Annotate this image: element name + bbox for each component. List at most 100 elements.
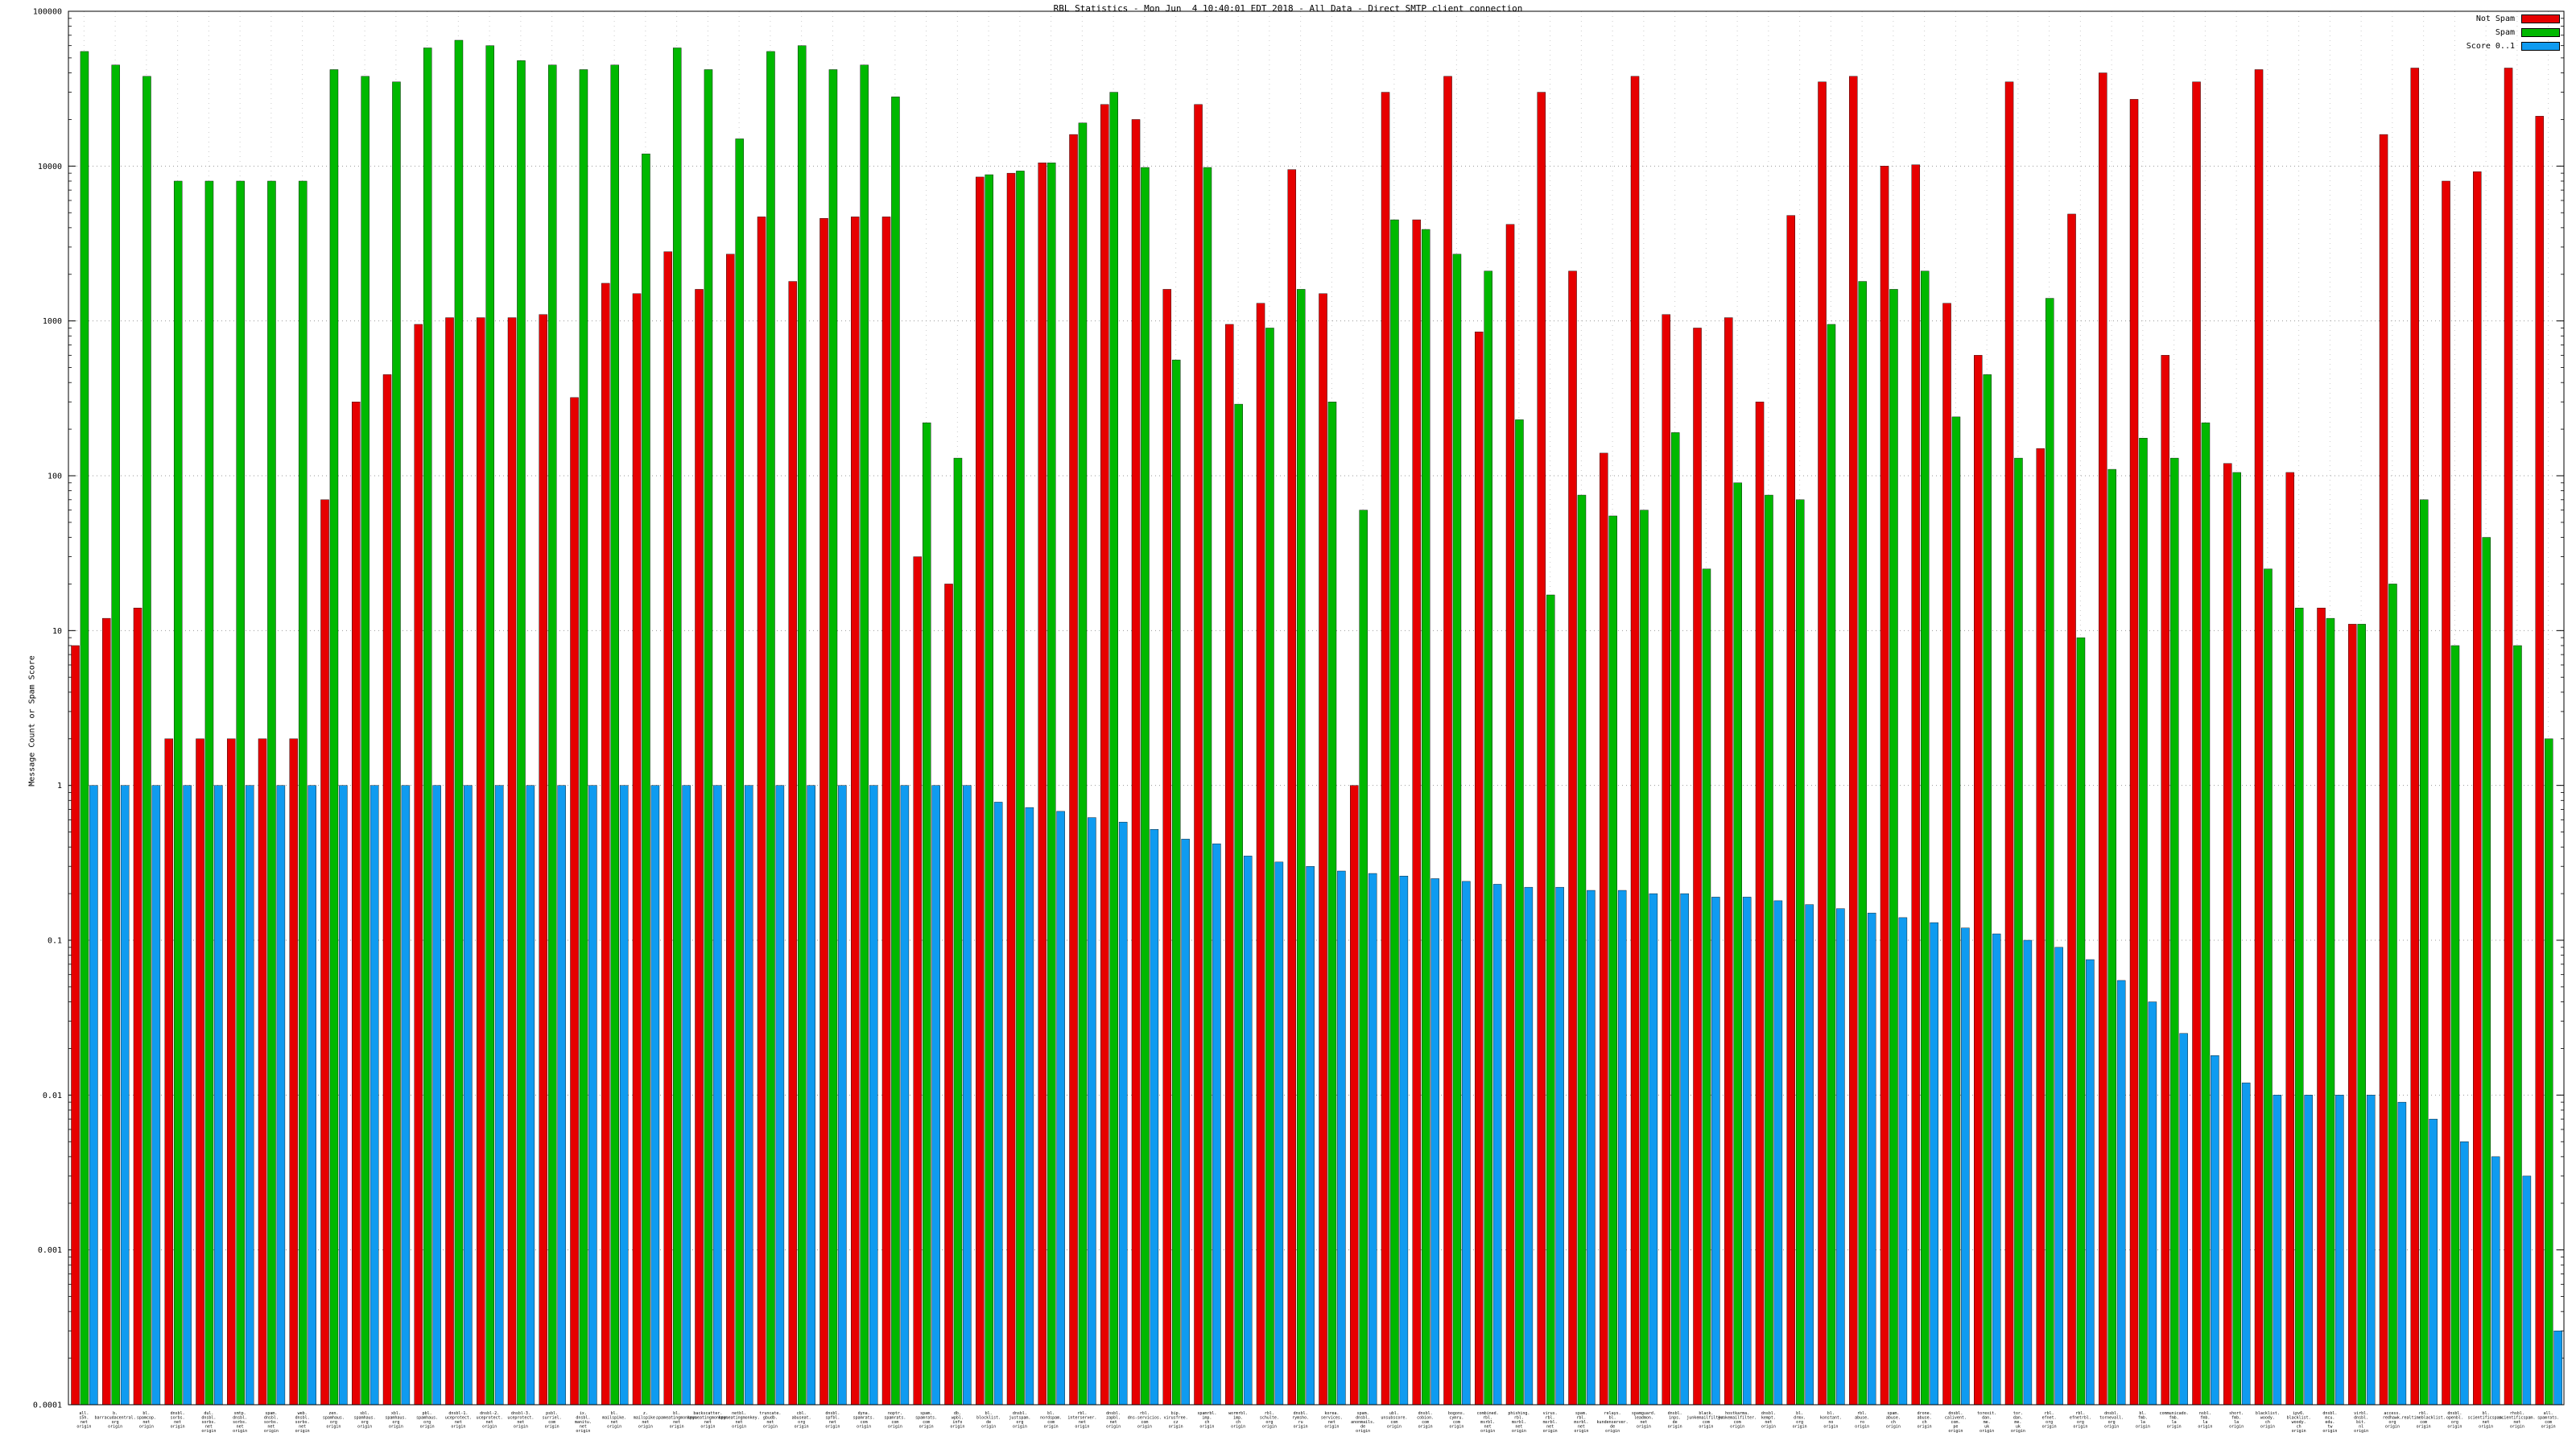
bar-score [1118, 821, 1128, 1406]
x-tick-label-line: backscatter. [693, 1411, 722, 1416]
bar-spam [2014, 457, 2023, 1406]
plot-border [68, 10, 2565, 1406]
x-tick-label-line: org [798, 1420, 805, 1425]
bar-spam [1327, 402, 1337, 1406]
x-tick-label-line: origin [2260, 1425, 2275, 1430]
x-tick-label-line: inps. [1669, 1416, 1681, 1421]
x-tick-label-line: cobion. [1417, 1416, 1434, 1421]
bar-not-spam [1974, 355, 1983, 1406]
x-tick-label: spam. dnsbl. anonmails. de origin [1351, 1411, 1375, 1434]
x-tick-label-line: uceprotect. [507, 1416, 534, 1421]
y-tick-label: 0.001 [38, 1246, 62, 1255]
x-tick-label: wormrbl. imp. ch origin [1228, 1411, 1248, 1430]
bar-spam [1920, 270, 1930, 1406]
x-tick-label-line: surriel. [543, 1416, 562, 1421]
bar-not-spam [1662, 314, 1671, 1406]
bar-not-spam [2129, 99, 2139, 1406]
bar-score [339, 785, 348, 1406]
x-tick-label: bl. scientificspam. net origin [2468, 1411, 2504, 1430]
bar-spam [547, 64, 557, 1406]
x-tick-label-line: web. [298, 1411, 308, 1416]
x-tick-label: blacklist. woody. ch origin [2256, 1411, 2280, 1430]
bar-score [276, 785, 286, 1406]
x-tick-label: bogons. cymru. com origin [1448, 1411, 1465, 1430]
x-tick-label-line: rbl. [1265, 1411, 1274, 1416]
x-tick-label-line: net [205, 1425, 213, 1430]
x-tick-label-line: net [829, 1420, 836, 1425]
bar-not-spam [1131, 119, 1141, 1406]
x-tick-label-line: origin [1574, 1429, 1588, 1434]
bar-score [494, 785, 504, 1406]
x-tick-label-line: drone. [1918, 1411, 1932, 1416]
x-tick-label-line: origin [295, 1429, 310, 1434]
bar-not-spam [1724, 317, 1733, 1406]
bar-score [2273, 1095, 2282, 1406]
x-tick-label: spamguard. leadmon. net origin [1632, 1411, 1656, 1430]
x-tick-label-line: virus. [1543, 1411, 1558, 1416]
bar-spam [2232, 472, 2241, 1406]
x-tick-label-line: rbl. [1140, 1411, 1150, 1416]
bar-not-spam [1568, 270, 1577, 1406]
bar-score [588, 785, 597, 1406]
x-tick-label: spamrbl. imp. ch origin [1197, 1411, 1216, 1430]
x-tick-label-line: de [1610, 1425, 1615, 1430]
x-tick-label-line: spamhaus. [416, 1416, 438, 1421]
x-tick-label: black. junkemailfilter. com origin [1686, 1411, 1725, 1430]
bar-spam [1203, 167, 1212, 1406]
x-tick-label-line: ro [1860, 1420, 1864, 1425]
x-tick-label-line: de [1673, 1420, 1678, 1425]
bar-score [1805, 904, 1814, 1406]
x-tick-label-line: spamrbl. [1197, 1411, 1216, 1416]
x-tick-label: dnsbl. openbl. org origin [2446, 1411, 2463, 1430]
x-tick-label-line: zen. [328, 1411, 338, 1416]
bar-not-spam [71, 645, 80, 1406]
x-tick-label-line: org [392, 1420, 399, 1425]
bar-not-spam [1100, 104, 1109, 1406]
x-tick-label-line: nordspam. [1040, 1416, 1062, 1421]
x-tick-label-line: net [611, 1420, 618, 1425]
x-tick-label: phishing. rbl. msrbl. net origin [1508, 1411, 1530, 1434]
y-tick-label: 0.01 [43, 1092, 62, 1100]
x-tick-label-line: dnsbl. [1668, 1411, 1682, 1416]
x-tick-label-line: phishing. [1508, 1411, 1530, 1416]
bar-spam [1234, 403, 1243, 1406]
x-tick-label-line: relays. [1604, 1411, 1621, 1416]
x-tick-label-line: sorbs. [171, 1416, 185, 1421]
x-tick-label-line: info [952, 1420, 962, 1425]
x-tick-label-line: hostkarma. [1725, 1411, 1749, 1416]
bar-not-spam [2535, 116, 2545, 1406]
legend-label-score: Score 0..1 [2466, 42, 2515, 51]
bar-spam [1359, 510, 1368, 1406]
x-tick-label-line: mcu. [2325, 1416, 2334, 1421]
x-tick-label-line: net [704, 1420, 712, 1425]
bar-spam [485, 45, 494, 1406]
x-tick-label: spam. abuse. ch origin [1886, 1411, 1901, 1430]
y-tick-label: 0.0001 [33, 1402, 62, 1410]
x-tick-label-line: dan. [2013, 1416, 2023, 1421]
x-tick-label-line: origin [1449, 1425, 1463, 1430]
bar-not-spam [2036, 448, 2046, 1406]
x-tick-label: pbl. spamhaus. org origin [416, 1411, 438, 1430]
x-tick-label-line: mailspike. [602, 1416, 626, 1421]
y-tick-label: 100000 [33, 8, 62, 17]
bar-score [1898, 917, 1908, 1406]
y-tick-label: 1000 [43, 317, 62, 326]
bar-score [526, 785, 535, 1406]
x-tick-label-line: net [766, 1420, 774, 1425]
bar-spam [2294, 608, 2304, 1406]
x-tick-label-line: bl. [985, 1411, 993, 1416]
bar-spam [392, 81, 401, 1406]
x-tick-label-line: net [1484, 1425, 1492, 1430]
x-tick-label: ix. dnsbl. manitu. net origin [575, 1411, 592, 1434]
x-tick-label-line: origin [1512, 1429, 1526, 1434]
bar-spam [111, 64, 120, 1406]
bar-spam [423, 47, 432, 1406]
x-tick-label-line: origin [670, 1425, 684, 1430]
x-tick-label-line: junkemailfilter. [1718, 1416, 1757, 1421]
x-tick-label-line: origin [1668, 1425, 1682, 1430]
bar-spam [267, 180, 276, 1406]
x-tick-label-line: uceprotect. [445, 1416, 472, 1421]
x-tick-label-line: bl. [673, 1411, 680, 1416]
x-tick-label-line: bl. [2139, 1411, 2146, 1416]
